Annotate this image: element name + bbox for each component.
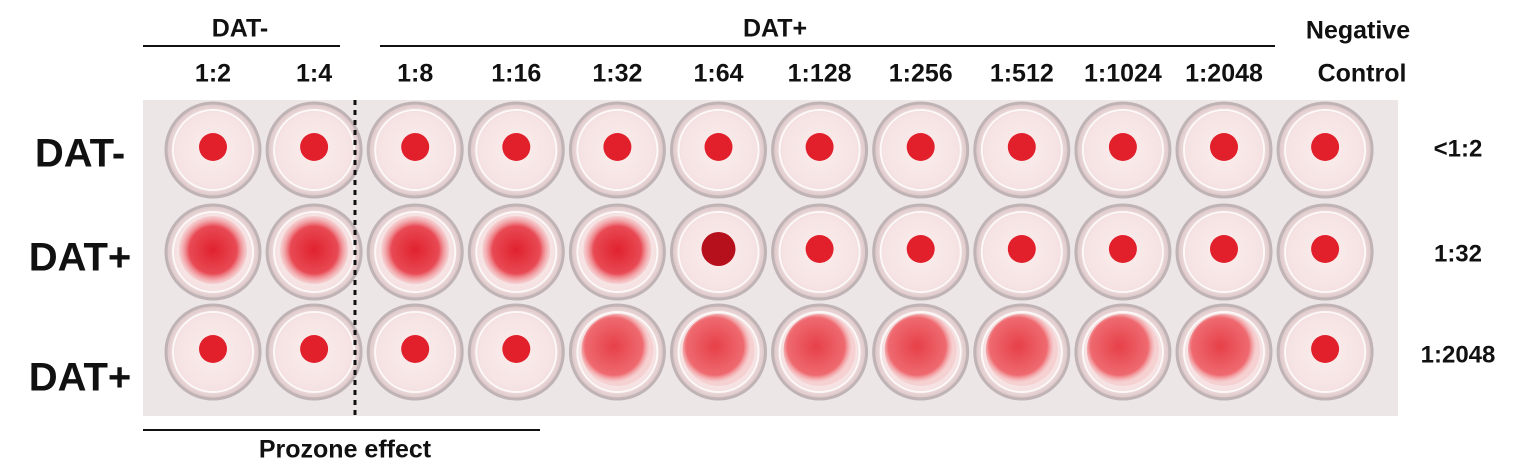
cell-button bbox=[1210, 133, 1238, 161]
well-rim bbox=[677, 311, 760, 393]
cell-mat bbox=[985, 314, 1058, 386]
cell-button bbox=[603, 133, 632, 161]
cell-button bbox=[1311, 133, 1340, 161]
cell-button bbox=[502, 133, 531, 161]
well-rim bbox=[879, 109, 962, 191]
well-rim bbox=[475, 109, 558, 191]
well-rim bbox=[980, 109, 1063, 191]
well-rim bbox=[374, 109, 457, 191]
control-label: Negative bbox=[1306, 17, 1410, 45]
group-label: DAT+ bbox=[743, 15, 807, 43]
cell-button bbox=[199, 133, 227, 161]
cell-button bbox=[1007, 133, 1036, 161]
dilution-label: 1:128 bbox=[788, 60, 852, 88]
dilution-label: 1:32 bbox=[592, 60, 642, 88]
dilution-label: 1:256 bbox=[889, 60, 953, 88]
cell-mat bbox=[884, 314, 957, 386]
well-rim bbox=[1284, 211, 1367, 293]
well-rim bbox=[374, 211, 457, 293]
well-rim bbox=[1081, 311, 1164, 393]
cell-mat bbox=[1086, 314, 1159, 386]
cell-mat bbox=[1188, 314, 1260, 386]
cell-button bbox=[701, 232, 736, 266]
cell-button bbox=[906, 133, 935, 161]
well-rim bbox=[172, 211, 254, 293]
cell-button bbox=[401, 133, 430, 161]
cell-mat bbox=[179, 216, 247, 284]
cell-button bbox=[1311, 335, 1340, 363]
well-rim bbox=[1284, 109, 1367, 191]
group-label: DAT- bbox=[212, 15, 268, 43]
well-rim bbox=[980, 311, 1063, 393]
cell-button bbox=[502, 335, 531, 363]
cell-button bbox=[300, 335, 329, 363]
dilution-label: 1:1024 bbox=[1084, 60, 1162, 88]
well-rim bbox=[1081, 109, 1164, 191]
well-rim bbox=[778, 109, 861, 191]
well-rim bbox=[778, 211, 861, 293]
cell-button bbox=[1108, 235, 1137, 263]
titer-label: <1:2 bbox=[1434, 135, 1483, 162]
cell-button bbox=[704, 133, 733, 161]
row-label: DAT+ bbox=[29, 356, 132, 400]
cell-button bbox=[199, 335, 227, 363]
well-rim bbox=[475, 211, 558, 293]
dilution-label: 1:2048 bbox=[1185, 60, 1263, 88]
wells bbox=[164, 101, 1374, 401]
well-rim bbox=[778, 311, 861, 393]
cell-button bbox=[401, 335, 430, 363]
cell-button bbox=[1311, 235, 1340, 263]
cell-mat bbox=[682, 314, 755, 386]
dilution-label: 1:512 bbox=[990, 60, 1054, 88]
cell-mat bbox=[783, 314, 856, 386]
dilution-label: 1:64 bbox=[693, 60, 743, 88]
cell-mat bbox=[280, 216, 349, 284]
cell-mat bbox=[482, 216, 551, 284]
dilution-label: 1:4 bbox=[296, 60, 332, 88]
control-label: Control bbox=[1318, 60, 1407, 88]
cell-button bbox=[1108, 133, 1137, 161]
well-rim bbox=[879, 311, 962, 393]
cell-button bbox=[1210, 235, 1238, 263]
cell-button bbox=[300, 133, 329, 161]
row-label: DAT+ bbox=[29, 236, 132, 280]
cell-button bbox=[805, 133, 834, 161]
well-rim bbox=[576, 311, 659, 393]
cell-button bbox=[805, 235, 834, 263]
well-rim bbox=[1081, 211, 1164, 293]
cell-mat bbox=[583, 216, 652, 284]
well-rim bbox=[576, 211, 659, 293]
well-rim bbox=[1183, 109, 1265, 191]
cell-button bbox=[906, 235, 935, 263]
dilution-label: 1:8 bbox=[397, 60, 433, 88]
well-rim bbox=[576, 109, 659, 191]
row-label: DAT- bbox=[35, 132, 125, 176]
well-rim bbox=[1183, 311, 1265, 393]
well-rim bbox=[677, 109, 760, 191]
footer-label: Prozone effect bbox=[259, 436, 432, 464]
well-rim bbox=[172, 311, 254, 393]
well-rim bbox=[980, 211, 1063, 293]
cell-mat bbox=[581, 314, 654, 386]
titer-label: 1:2048 bbox=[1421, 341, 1496, 368]
cell-button bbox=[1007, 235, 1036, 263]
dilution-label: 1:16 bbox=[491, 60, 541, 88]
well-rim bbox=[475, 311, 558, 393]
well-rim bbox=[879, 211, 962, 293]
well-rim bbox=[172, 109, 254, 191]
well-rim bbox=[677, 211, 760, 293]
cell-mat bbox=[381, 216, 450, 284]
well-rim bbox=[1284, 311, 1367, 393]
well-rim bbox=[1183, 211, 1265, 293]
titer-label: 1:32 bbox=[1434, 240, 1482, 267]
well-rim bbox=[374, 311, 457, 393]
dilution-label: 1:2 bbox=[195, 60, 231, 88]
